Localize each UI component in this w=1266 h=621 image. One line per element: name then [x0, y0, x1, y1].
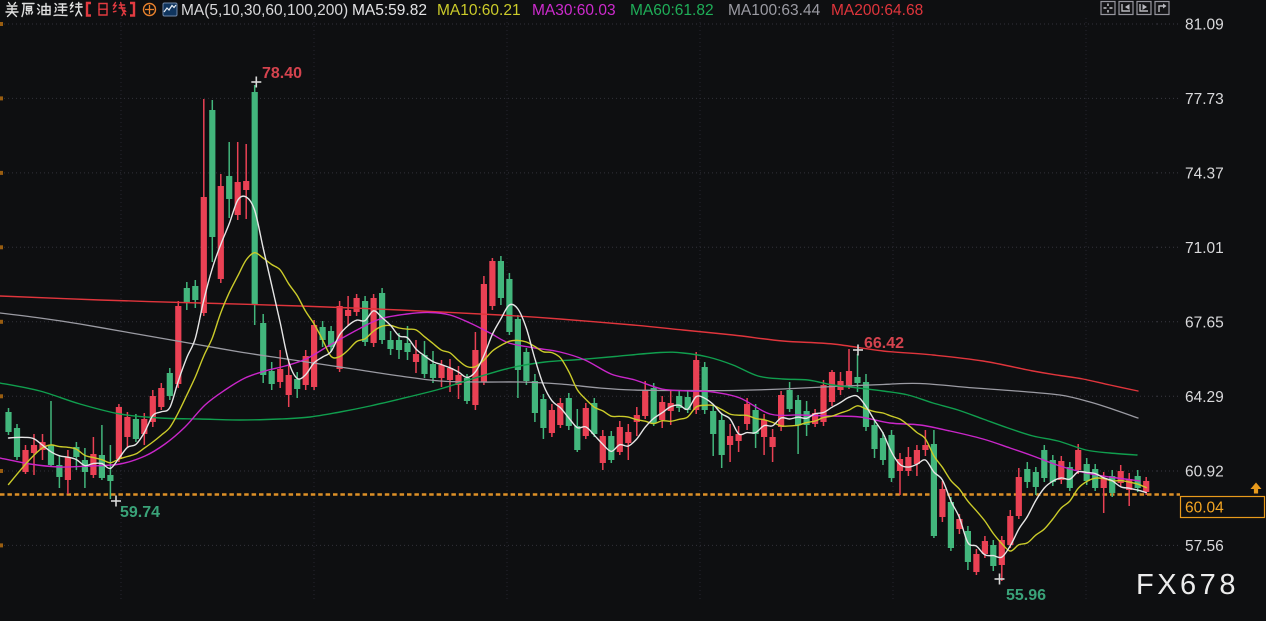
svg-text:57.56: 57.56 [1185, 538, 1224, 555]
svg-text:MA30:60.03: MA30:60.03 [532, 2, 616, 19]
svg-text:MA10:60.21: MA10:60.21 [437, 2, 521, 19]
svg-text:60.04: 60.04 [1185, 500, 1224, 517]
svg-text:MA100:63.44: MA100:63.44 [728, 2, 821, 19]
svg-text:MA(5,10,30,60,100,200): MA(5,10,30,60,100,200) [181, 2, 348, 19]
svg-text:64.29: 64.29 [1185, 389, 1224, 406]
svg-text:FX678: FX678 [1136, 569, 1239, 601]
svg-text:74.37: 74.37 [1185, 165, 1224, 182]
svg-text:77.73: 77.73 [1185, 91, 1224, 108]
svg-text:55.96: 55.96 [1006, 587, 1046, 604]
svg-text:66.42: 66.42 [864, 335, 904, 352]
svg-text:59.74: 59.74 [120, 504, 160, 521]
svg-text:81.09: 81.09 [1185, 17, 1224, 34]
svg-text:MA200:64.68: MA200:64.68 [831, 2, 923, 19]
svg-text:MA5:59.82: MA5:59.82 [352, 2, 427, 19]
svg-text:67.65: 67.65 [1185, 314, 1224, 331]
svg-text:78.40: 78.40 [262, 65, 302, 82]
svg-text:71.01: 71.01 [1185, 240, 1224, 257]
svg-text:MA60:61.82: MA60:61.82 [630, 2, 714, 19]
svg-text:60.92: 60.92 [1185, 464, 1224, 481]
